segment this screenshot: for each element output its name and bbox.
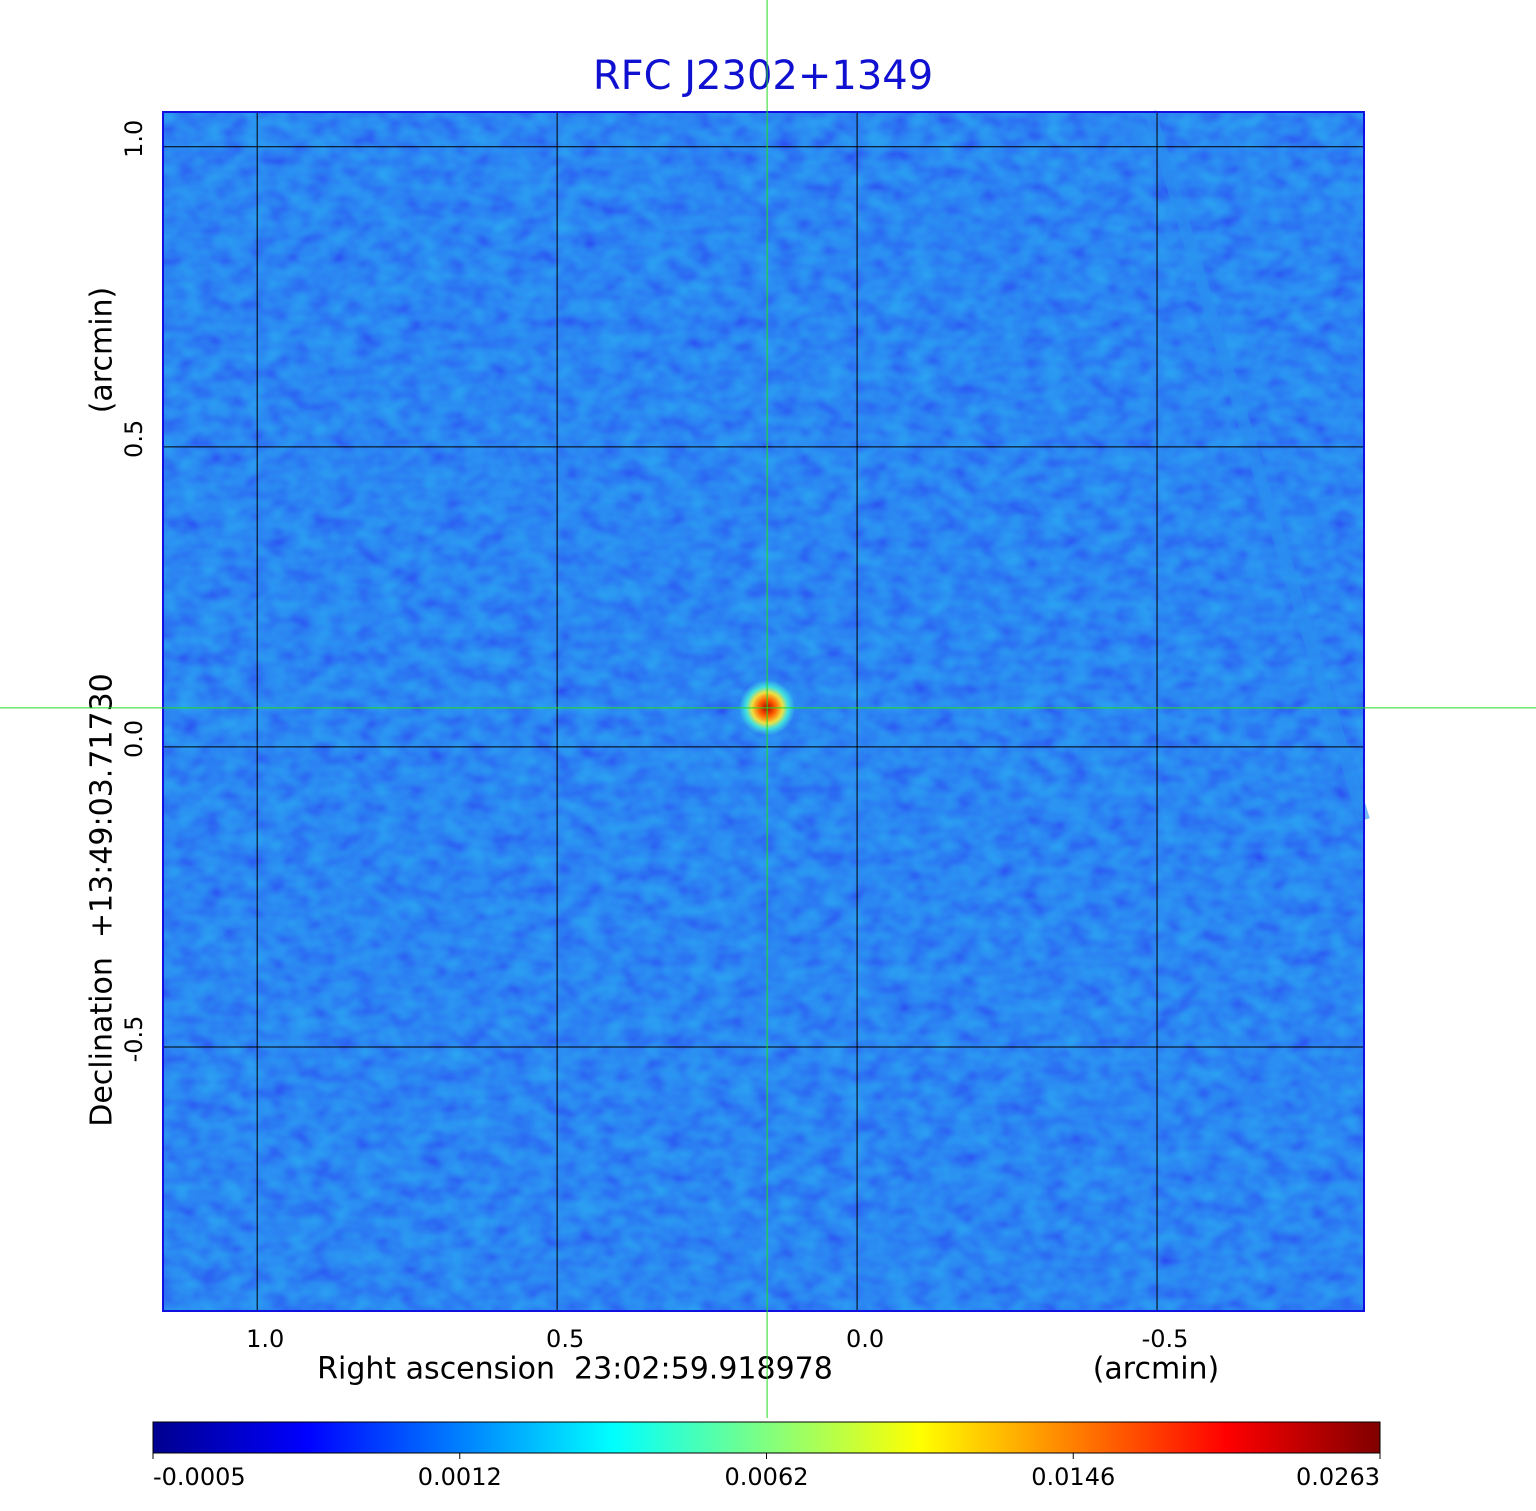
- x-tick-label: 0.0: [846, 1325, 884, 1353]
- colorbar-tick-label: 0.0146: [1031, 1463, 1115, 1491]
- colorbar-tick-label: 0.0062: [725, 1463, 809, 1491]
- y-tick-label: -0.5: [120, 1016, 148, 1063]
- colorbar-tick-label: 0.0012: [418, 1463, 502, 1491]
- y-tick-label: 0.5: [120, 420, 148, 458]
- y-tick-label: 1.0: [120, 120, 148, 158]
- y-tick-label: 0.0: [120, 720, 148, 758]
- colorbar-tick-label: 0.0263: [1296, 1463, 1380, 1491]
- plot-frame: [162, 111, 1365, 1312]
- x-tick-label: 0.5: [546, 1325, 584, 1353]
- x-axis-label: Right ascension 23:02:59.918978: [317, 1352, 833, 1387]
- x-axis-unit: (arcmin): [1093, 1352, 1220, 1387]
- x-tick-label: -0.5: [1142, 1325, 1189, 1353]
- y-axis-unit: (arcmin): [85, 287, 120, 414]
- image-streak: [1144, 110, 1370, 822]
- colorbar: [152, 1421, 1381, 1454]
- y-axis-label: Declination +13:49:03.71730: [85, 673, 120, 1127]
- x-tick-label: 1.0: [246, 1325, 284, 1353]
- colorbar-tick-label: -0.0005: [153, 1463, 246, 1491]
- chart-title: RFC J2302+1349: [593, 53, 933, 99]
